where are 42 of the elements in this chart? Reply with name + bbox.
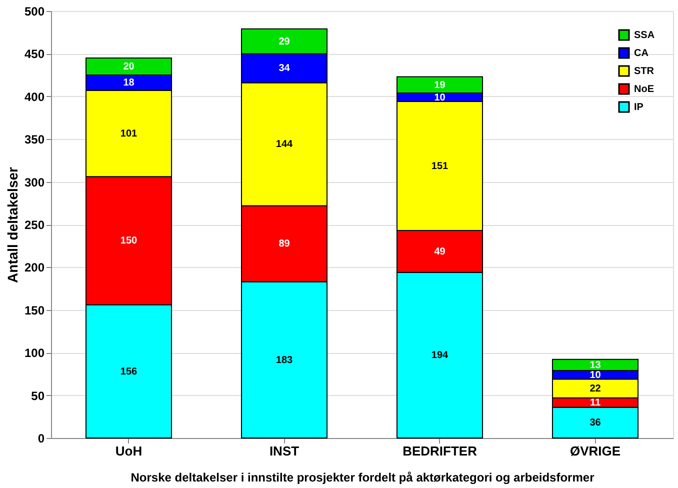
data-label: 89 bbox=[278, 238, 290, 250]
y-tick-label: 200 bbox=[24, 260, 45, 275]
y-tick-label: 300 bbox=[24, 175, 45, 190]
data-label: 29 bbox=[278, 36, 290, 48]
y-tick-label: 50 bbox=[31, 388, 45, 403]
data-label: 156 bbox=[120, 366, 138, 378]
x-tick-label: ØVRIGE bbox=[570, 444, 621, 458]
data-label: 151 bbox=[431, 161, 449, 172]
data-label: 150 bbox=[120, 236, 138, 247]
y-tick-label: 350 bbox=[24, 132, 45, 147]
y-tick-label: 500 bbox=[24, 4, 45, 18]
legend-label: STR bbox=[634, 66, 655, 77]
data-label: 183 bbox=[276, 354, 294, 366]
data-label: 49 bbox=[434, 246, 446, 258]
data-label: 11 bbox=[590, 398, 601, 409]
data-label: 13 bbox=[590, 360, 602, 371]
x-tick-label: INST bbox=[269, 444, 300, 458]
y-axis-title: Antall deltakelser bbox=[4, 166, 20, 283]
x-tick-label: BEDRIFTER bbox=[402, 444, 478, 458]
y-tick-label: 450 bbox=[24, 47, 45, 62]
legend-label: CA bbox=[634, 48, 648, 59]
data-label: 34 bbox=[278, 63, 290, 74]
x-tick-label: UoH bbox=[115, 444, 142, 458]
y-tick-label: 100 bbox=[24, 346, 45, 360]
y-tick-label: 400 bbox=[24, 90, 45, 104]
data-label: 101 bbox=[120, 128, 138, 140]
data-label: 194 bbox=[431, 350, 449, 362]
x-axis-title: Norske deltakelser i innstilte prosjekter fordelt på aktørkategori og arbeidsformer bbox=[130, 470, 595, 484]
y-tick-label: 250 bbox=[24, 218, 45, 232]
y-tick-label: 0 bbox=[38, 432, 45, 446]
data-label: 36 bbox=[590, 418, 602, 429]
legend-label: NoE bbox=[634, 84, 654, 95]
legend-label: SSA bbox=[634, 30, 655, 41]
data-label: 19 bbox=[434, 80, 446, 91]
data-label: 22 bbox=[590, 383, 602, 394]
data-label: 10 bbox=[434, 92, 446, 104]
legend-label: IP bbox=[634, 102, 644, 113]
y-tick-label: 150 bbox=[24, 303, 45, 318]
data-label: 20 bbox=[123, 62, 135, 73]
data-label: 10 bbox=[590, 370, 602, 381]
data-label: 18 bbox=[123, 78, 135, 89]
data-label: 144 bbox=[276, 139, 294, 150]
